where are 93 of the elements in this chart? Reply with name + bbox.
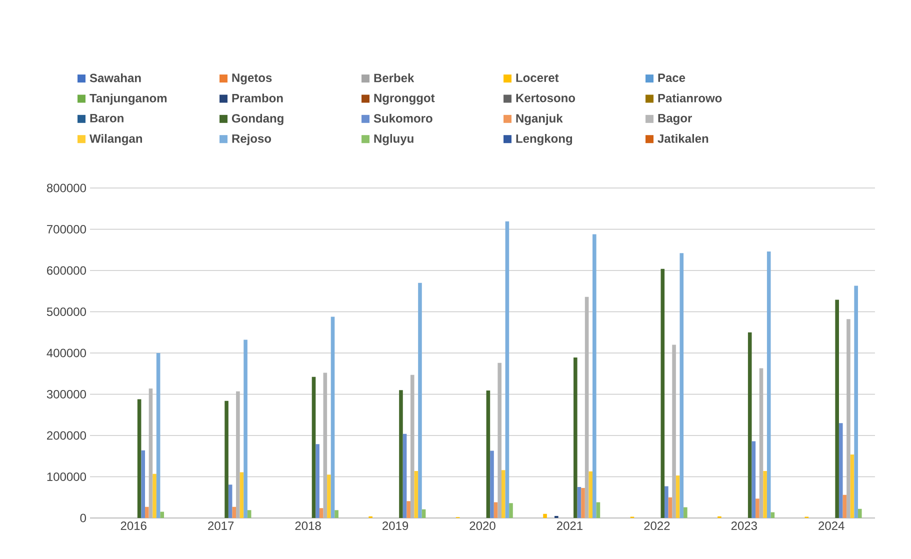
legend-label: Wilangan bbox=[90, 134, 142, 146]
legend-label: Patianrowo bbox=[658, 94, 722, 102]
bar bbox=[577, 487, 582, 518]
bar bbox=[766, 252, 771, 518]
bar bbox=[850, 454, 854, 518]
legend-label: Baron bbox=[90, 114, 124, 122]
legend-label: Loceret bbox=[516, 74, 559, 82]
legend-label: Bagor bbox=[658, 114, 692, 125]
bar bbox=[752, 441, 756, 518]
bar bbox=[763, 470, 767, 518]
bar bbox=[418, 282, 422, 518]
x-tick-label: 2020 bbox=[470, 522, 496, 530]
legend-label: Kertosono bbox=[516, 94, 576, 102]
bar bbox=[664, 486, 668, 518]
bar bbox=[334, 510, 338, 518]
bar bbox=[152, 474, 156, 518]
bar bbox=[581, 488, 585, 518]
legend-label: Sawahan bbox=[90, 73, 141, 82]
bar bbox=[145, 506, 149, 518]
bar bbox=[402, 434, 407, 518]
bar bbox=[494, 502, 498, 518]
bar bbox=[316, 444, 320, 518]
bar bbox=[680, 253, 684, 518]
bar bbox=[684, 507, 688, 518]
bar bbox=[668, 497, 672, 518]
bar bbox=[748, 332, 752, 518]
legend-label: Gondang bbox=[232, 114, 284, 126]
bar bbox=[406, 501, 410, 518]
legend-label: Jatikalen bbox=[658, 134, 708, 143]
bar bbox=[842, 494, 847, 518]
legend-label: Rejoso bbox=[232, 134, 272, 146]
bar bbox=[854, 286, 858, 518]
legend-label: Ngetos bbox=[232, 74, 272, 84]
bar bbox=[399, 390, 403, 518]
y-tick-label: 600000 bbox=[47, 266, 86, 275]
legend-label: Lengkong bbox=[516, 134, 572, 146]
bar bbox=[505, 221, 510, 518]
bar bbox=[228, 484, 232, 518]
bar bbox=[232, 506, 236, 518]
bar bbox=[240, 472, 244, 518]
bar bbox=[660, 268, 665, 518]
bar bbox=[835, 300, 839, 518]
x-tick-label: 2018 bbox=[295, 522, 321, 530]
bar bbox=[574, 358, 578, 518]
bar bbox=[676, 476, 680, 518]
bar bbox=[312, 376, 316, 518]
legend-label: Nganjuk bbox=[516, 114, 563, 126]
bar bbox=[137, 399, 142, 518]
bar bbox=[422, 509, 426, 518]
bar bbox=[224, 400, 228, 518]
x-tick-label: 2023 bbox=[731, 522, 757, 530]
legend-label: Ngluyu bbox=[374, 134, 414, 146]
bar bbox=[486, 390, 490, 518]
bar bbox=[770, 512, 775, 518]
bar bbox=[501, 470, 506, 518]
legend-label: Sukomoro bbox=[374, 114, 432, 123]
bar bbox=[858, 508, 862, 518]
legend-label: Ngronggot bbox=[374, 94, 435, 105]
y-tick-label: 100000 bbox=[47, 472, 86, 481]
x-tick-label: 2017 bbox=[208, 522, 234, 530]
bar bbox=[330, 316, 335, 518]
bar bbox=[327, 474, 331, 518]
legend-label: Prambon bbox=[232, 94, 283, 102]
y-tick-label: 800000 bbox=[46, 184, 86, 192]
bar bbox=[592, 234, 596, 518]
bar bbox=[588, 471, 593, 518]
y-tick-label: 200000 bbox=[47, 431, 86, 440]
x-tick-label: 2019 bbox=[382, 522, 408, 530]
bar bbox=[244, 340, 248, 518]
x-tick-label: 2021 bbox=[556, 522, 582, 530]
bar bbox=[596, 502, 600, 518]
legend-label: Tanjunganom bbox=[90, 94, 167, 105]
bar bbox=[160, 512, 164, 518]
y-tick-label: 400000 bbox=[46, 348, 86, 358]
x-tick-label: 2022 bbox=[644, 522, 670, 530]
y-tick-label: 0 bbox=[80, 514, 86, 522]
bar bbox=[414, 470, 418, 518]
y-tick-label: 500000 bbox=[46, 308, 86, 316]
bar bbox=[247, 510, 252, 518]
bar bbox=[490, 450, 494, 518]
y-tick-label: 700000 bbox=[47, 225, 86, 234]
y-tick-label: 300000 bbox=[46, 390, 86, 398]
bar bbox=[156, 352, 160, 518]
bar bbox=[509, 503, 513, 518]
bar bbox=[756, 498, 760, 518]
legend-label: Pace bbox=[658, 74, 686, 82]
bar bbox=[319, 508, 324, 518]
x-tick-label: 2016 bbox=[120, 522, 146, 530]
legend-label: Berbek bbox=[374, 73, 414, 82]
x-tick-label: 2024 bbox=[818, 522, 844, 530]
bar bbox=[838, 423, 843, 518]
bar bbox=[141, 450, 146, 518]
bar bbox=[543, 514, 547, 518]
